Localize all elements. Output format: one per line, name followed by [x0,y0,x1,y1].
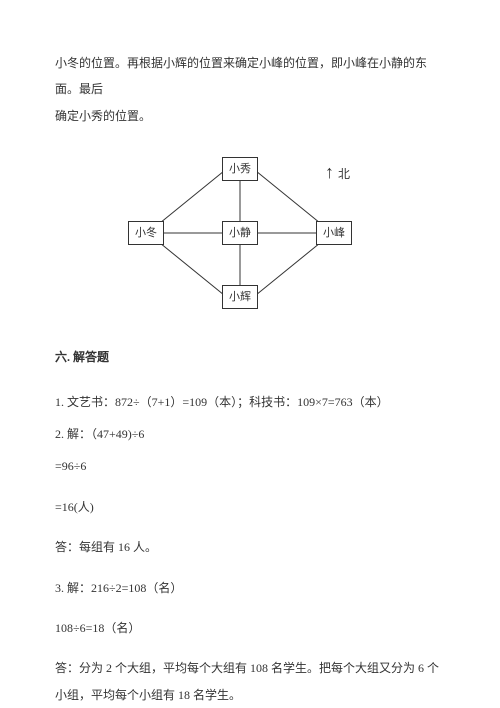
q3-answer: 答：分为 2 个大组，平均每个大组有 108 名学生。把每个大组又分为 6 个小… [55,655,445,708]
node-left-label: 小冬 [135,221,157,245]
intro-line-2: 确定小秀的位置。 [55,109,151,123]
node-xiaodong: 小冬 [128,221,164,245]
node-xiaofeng: 小峰 [316,221,352,245]
node-xiaojing: 小静 [222,221,258,245]
q2-line-3: =16(人) [55,494,445,520]
north-label: 北 [338,161,350,187]
node-center-label: 小静 [229,221,251,245]
section-6-title: 六. 解答题 [55,344,445,370]
q1-text: 1. 文艺书：872÷（7+1）=109（本）；科技书：109×7=763（本） [55,389,445,415]
node-bottom-label: 小辉 [229,285,251,309]
node-xiaoxiu: 小秀 [222,157,258,181]
q3-line-1: 3. 解：216÷2=108（名） [55,575,445,601]
node-top-label: 小秀 [229,157,251,181]
node-right-label: 小峰 [323,221,345,245]
q2-line-2: =96÷6 [55,453,445,479]
node-xiaohui: 小辉 [222,285,258,309]
q2-line-1: 2. 解：（47+49)÷6 [55,421,445,447]
north-arrow-icon: ↑ [325,153,334,193]
q3-line-2: 108÷6=18（名） [55,615,445,641]
q2-answer: 答：每组有 16 人。 [55,534,445,560]
intro-line-1: 小冬的位置。再根据小辉的位置来确定小峰的位置，即小峰在小静的东面。最后 [55,56,427,96]
position-diagram: 小秀 小冬 小静 小峰 小辉 ↑ 北 [110,149,390,319]
intro-paragraph: 小冬的位置。再根据小辉的位置来确定小峰的位置，即小峰在小静的东面。最后 确定小秀… [55,50,445,129]
